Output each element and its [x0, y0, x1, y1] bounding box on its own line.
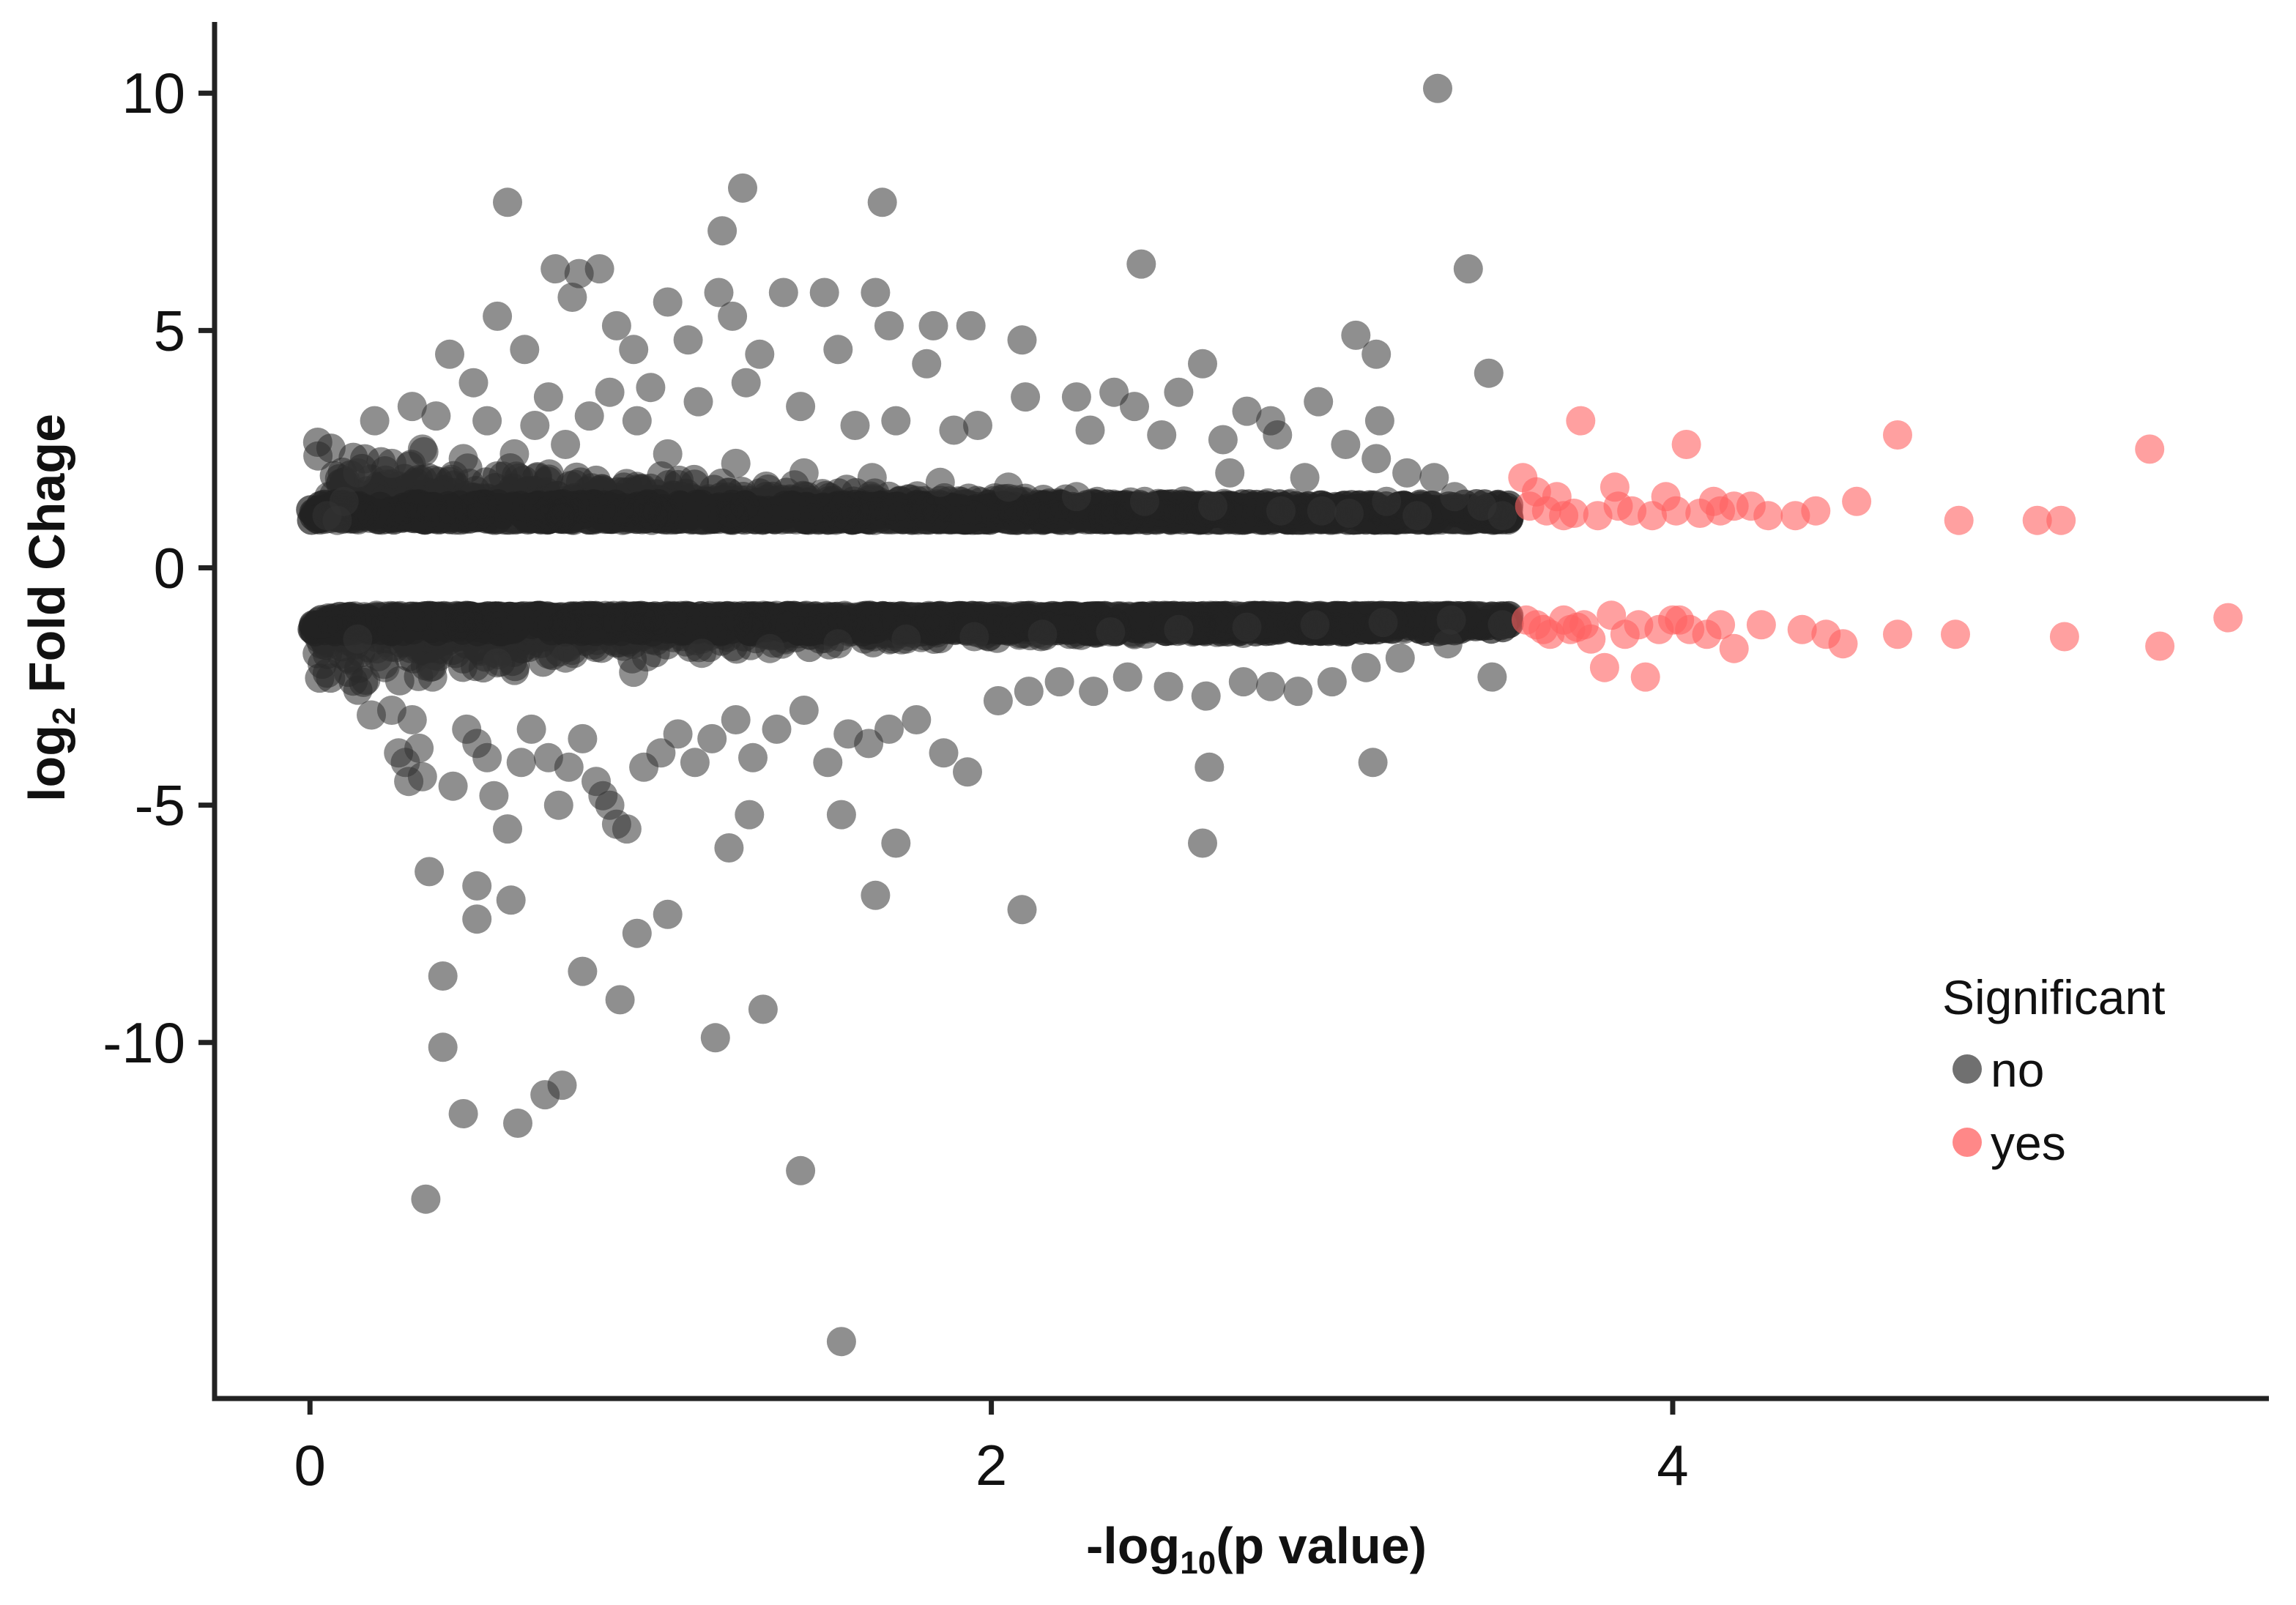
dense-band-point: [921, 492, 951, 522]
dense-band-point: [573, 494, 603, 524]
dense-band-point: [880, 491, 910, 521]
dense-band-point: [666, 491, 696, 521]
dense-band-point: [495, 492, 525, 522]
dense-band-point: [377, 469, 407, 499]
dense-band-point: [546, 503, 576, 533]
dense-band-point: [820, 502, 850, 532]
dense-band-point: [792, 502, 822, 532]
dense-band-point: [379, 505, 409, 535]
dense-band-point: [621, 502, 650, 532]
dense-band-point: [302, 428, 332, 457]
dense-band-point: [470, 496, 500, 526]
dense-band-point: [439, 503, 469, 532]
dense-band-point: [710, 501, 740, 531]
dense-band-point: [509, 465, 539, 495]
